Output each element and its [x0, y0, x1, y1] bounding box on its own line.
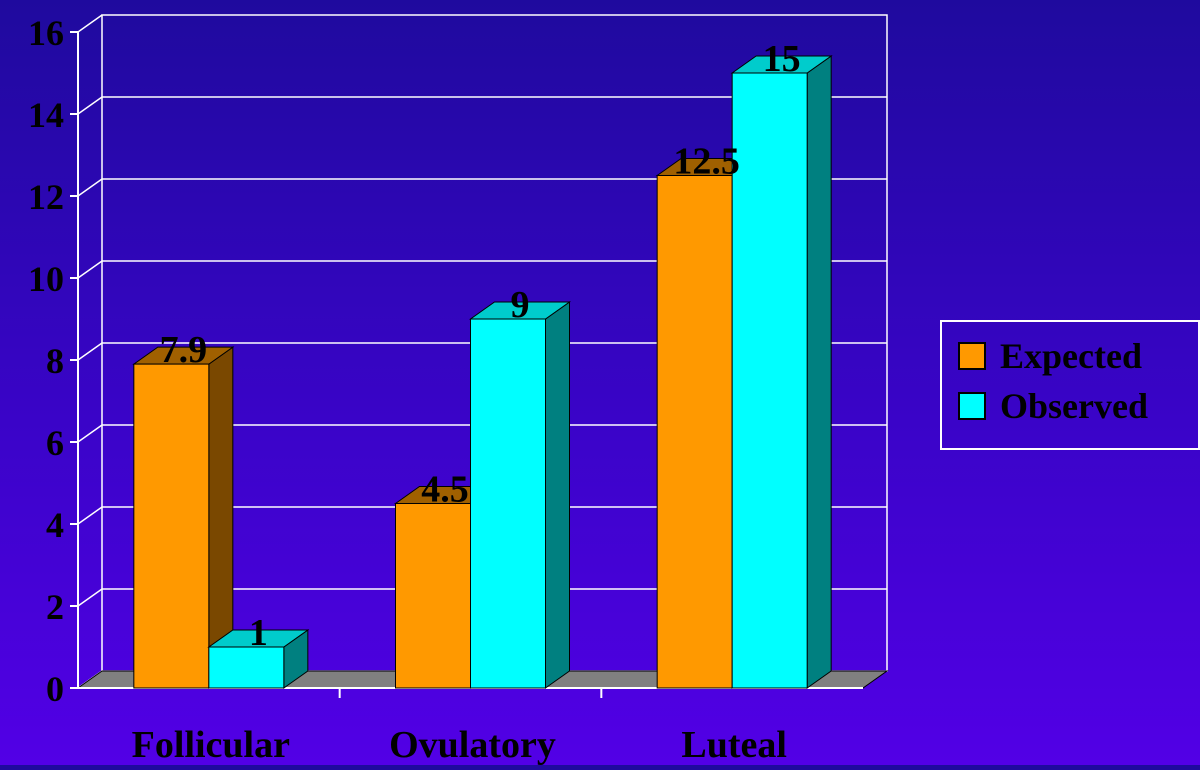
bar-side: [545, 301, 570, 689]
bar: [731, 72, 808, 689]
x-tick-label: Luteal: [681, 724, 787, 765]
bar: [133, 363, 210, 689]
side-wall-gridline: [77, 178, 103, 197]
y-tick-label: 8: [46, 341, 64, 381]
legend: Expected Observed: [940, 320, 1200, 450]
legend-label-expected: Expected: [1000, 336, 1142, 376]
y-tick-label: 6: [46, 423, 64, 463]
bar: [656, 175, 733, 689]
legend-item-observed: Observed: [958, 386, 1148, 426]
data-label: 15: [763, 38, 801, 80]
data-label: 7.9: [160, 329, 208, 371]
bar: [208, 646, 285, 689]
legend-label-observed: Observed: [1000, 386, 1148, 426]
side-wall-gridline: [77, 424, 103, 443]
legend-swatch-observed: [958, 392, 986, 420]
side-wall-gridline: [77, 14, 103, 33]
legend-item-expected: Expected: [958, 336, 1142, 376]
x-tick-label: Follicular: [132, 724, 290, 765]
y-tick-label: 0: [46, 669, 64, 709]
side-wall-gridline: [77, 588, 103, 607]
y-tick-label: 10: [28, 259, 64, 299]
x-tick-label: Ovulatory: [389, 724, 556, 765]
side-wall-gridline: [77, 260, 103, 279]
bar: [395, 503, 471, 689]
data-label: 9: [511, 284, 530, 326]
y-tick-label: 16: [28, 13, 64, 53]
bar: [470, 318, 546, 689]
y-tick-label: 2: [46, 587, 64, 627]
legend-swatch-expected: [958, 342, 986, 370]
data-label: 4.5: [421, 469, 469, 511]
y-tick-label: 12: [28, 177, 64, 217]
data-label: 1: [249, 612, 268, 654]
side-wall-gridline: [77, 342, 103, 361]
side-wall-gridline: [77, 96, 103, 115]
y-tick-label: 4: [46, 505, 64, 545]
data-label: 12.5: [673, 141, 740, 183]
side-wall-gridline: [77, 506, 103, 525]
bar-side: [806, 55, 832, 689]
y-tick-label: 14: [28, 95, 64, 135]
